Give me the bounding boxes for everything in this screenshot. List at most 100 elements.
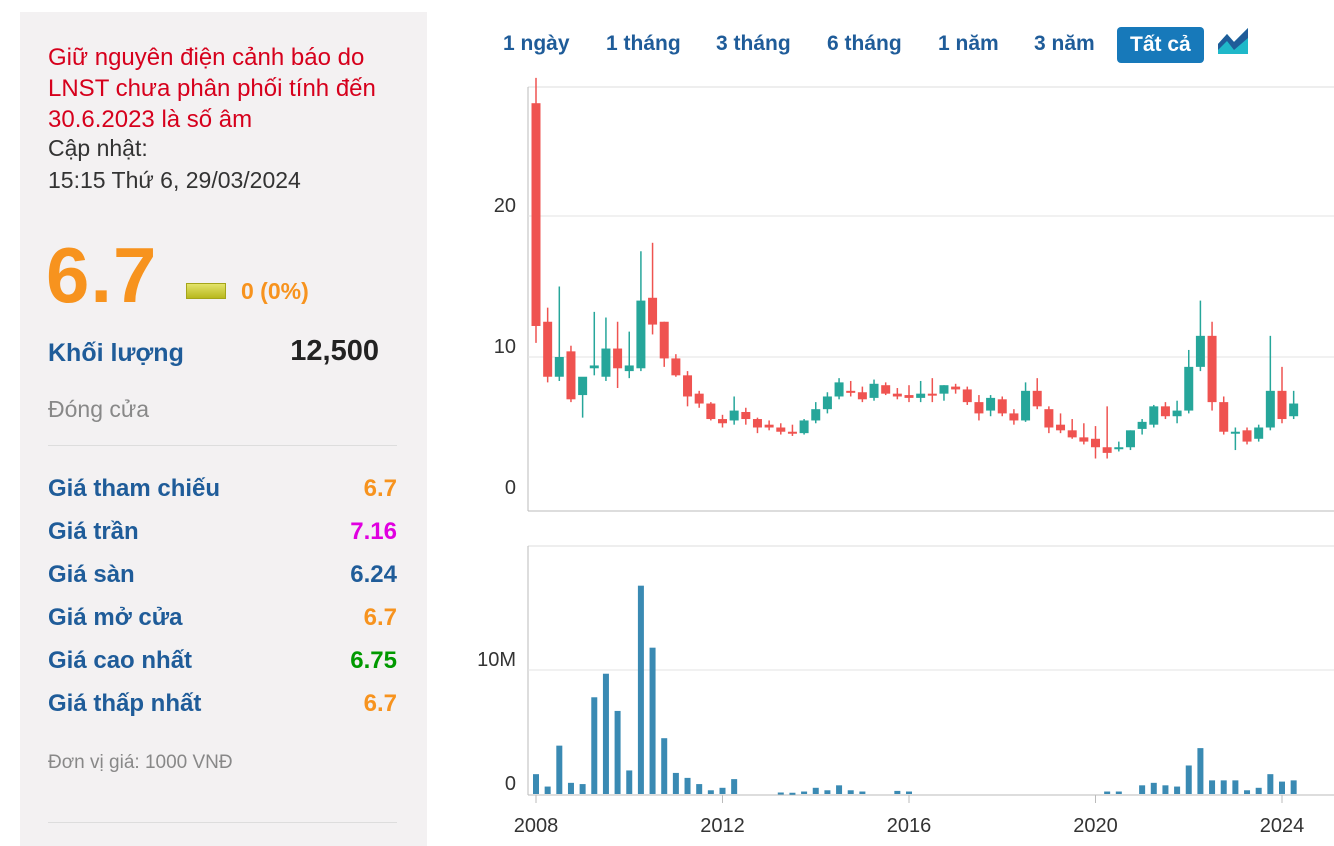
candle-body (613, 348, 623, 369)
price-row-low: Giá thấp nhất 6.7 (48, 690, 397, 720)
candle-body (962, 389, 972, 403)
volume-bar (614, 710, 621, 794)
volume-bar (533, 774, 539, 794)
volume-bar (1197, 748, 1204, 794)
candle-body (589, 365, 599, 369)
divider (48, 822, 397, 823)
volume-bar (1279, 781, 1285, 794)
candle-body (1091, 438, 1100, 448)
candle-body (1289, 403, 1299, 417)
price-row-value: 6.7 (363, 475, 397, 502)
price-change: 0 (0%) (241, 278, 309, 304)
volume-bar (1150, 782, 1157, 794)
candle-body (974, 402, 984, 414)
candle-body (718, 419, 727, 424)
volume-value: 12,500 (290, 335, 379, 367)
volume-bar (672, 772, 679, 794)
candle-body (986, 397, 996, 411)
candle-body (1254, 427, 1264, 439)
volume-grid: 0 10M (477, 545, 1334, 796)
volume-bar (544, 786, 551, 794)
range-tab-all[interactable]: Tất cả (1117, 27, 1204, 63)
range-tab-6-months[interactable]: 6 tháng (827, 32, 902, 55)
volume-bar (1209, 780, 1216, 794)
candle-body (683, 375, 693, 397)
volume-bar (1174, 786, 1181, 794)
x-tick-label: 2008 (514, 815, 559, 837)
candle-body (822, 396, 832, 410)
range-tab-1-year[interactable]: 1 năm (938, 32, 999, 55)
range-tab-1-month[interactable]: 1 tháng (606, 32, 681, 55)
candle-body (846, 390, 856, 393)
candle-body (624, 365, 634, 372)
price-row-value: 6.7 (363, 690, 397, 717)
candle-body (694, 393, 704, 404)
price-row-label: Giá trần (48, 518, 139, 545)
volume-bar (637, 585, 644, 794)
warning-text: Giữ nguyên điện cảnh báo do LNST chưa ph… (48, 44, 376, 133)
volume-bar (859, 791, 866, 794)
range-tab-1-day[interactable]: 1 ngày (503, 32, 570, 55)
stock-chart[interactable]: 0 10 20 0 10M 2008 2012 2016 2020 2024 (440, 60, 1334, 846)
volume-tick-label: 10M (477, 649, 516, 671)
candle-body (764, 424, 774, 428)
range-tab-3-months[interactable]: 3 tháng (716, 32, 791, 55)
range-tab-3-years[interactable]: 3 năm (1034, 32, 1095, 55)
market-status: Đóng cửa (48, 396, 150, 422)
candle-body (811, 409, 821, 421)
price-unit-note: Đơn vị giá: 1000 VNĐ (48, 752, 233, 773)
x-tick-label: 2024 (1260, 815, 1305, 837)
volume-bar (602, 673, 609, 794)
candle-body (1032, 390, 1042, 407)
volume-bar (1115, 791, 1122, 794)
candle-body (741, 411, 751, 420)
candle-body (601, 348, 611, 377)
candle-body (799, 420, 809, 434)
candle-body (1009, 413, 1019, 421)
area-chart-icon[interactable] (1216, 26, 1250, 56)
candle-body (1172, 410, 1182, 417)
candle-body (834, 382, 844, 397)
candle-body (648, 297, 658, 325)
candle-body (1067, 430, 1077, 438)
price-tick-label: 0 (505, 477, 516, 499)
candle-body (927, 393, 937, 396)
candle-body (857, 392, 867, 400)
volume-bar (1162, 785, 1169, 794)
candle-body (1207, 335, 1217, 403)
volume-bar (801, 791, 808, 794)
candle-body (869, 383, 879, 398)
candle-body (1149, 406, 1159, 425)
candle-body (1195, 335, 1205, 367)
candle-body (706, 403, 716, 420)
volume-bar (847, 790, 854, 794)
price-grid: 0 10 20 (494, 86, 1334, 512)
volume-bar (1139, 785, 1146, 794)
volume-bar (894, 790, 901, 794)
volume-bar (567, 782, 574, 794)
volume-bar (789, 792, 796, 795)
price-row-label: Giá mở cửa (48, 604, 183, 631)
x-axis: 2008 2012 2016 2020 2024 (514, 795, 1305, 837)
price-row-value: 7.16 (350, 518, 397, 545)
candle-body (1056, 424, 1066, 431)
candle-body (1125, 430, 1135, 448)
price-row-label: Giá thấp nhất (48, 690, 202, 717)
candle-body (1079, 437, 1089, 442)
candle-body (904, 395, 914, 398)
volume-bar (906, 791, 912, 794)
price-row-value: 6.24 (350, 561, 397, 588)
volume-bar (1232, 780, 1239, 794)
candle-body (752, 419, 762, 428)
volume-bar (836, 785, 843, 794)
price-tick-label: 10 (494, 336, 516, 358)
x-tick-label: 2020 (1073, 815, 1118, 837)
price-row-ceiling: Giá trần 7.16 (48, 518, 397, 548)
volume-bar (812, 787, 819, 794)
price-row-label: Giá tham chiếu (48, 475, 221, 502)
candle-body (554, 357, 564, 377)
volume-bar (1244, 790, 1251, 794)
candle-body (1102, 447, 1112, 453)
price-row-label: Giá sàn (48, 561, 135, 588)
volume-bar (707, 790, 714, 794)
